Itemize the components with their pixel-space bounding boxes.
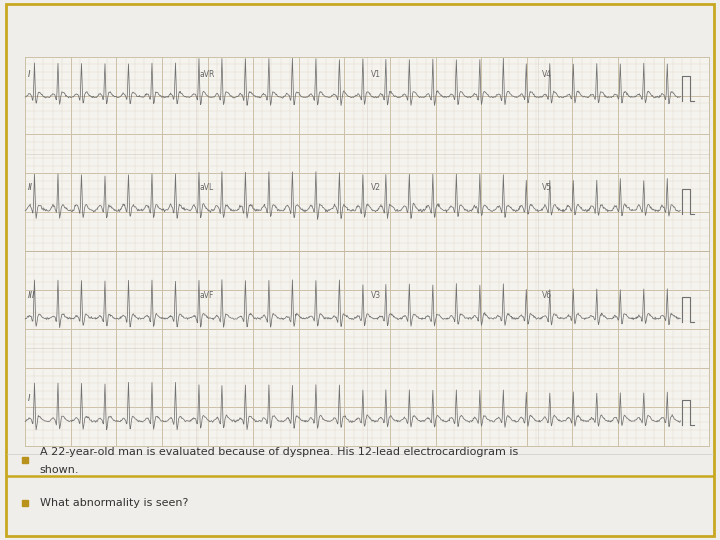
- Text: V2: V2: [371, 184, 381, 192]
- Text: shown.: shown.: [40, 465, 79, 476]
- Text: V3: V3: [371, 292, 381, 300]
- Text: aVL: aVL: [199, 184, 214, 192]
- Text: I: I: [27, 394, 30, 403]
- Text: aVF: aVF: [199, 292, 214, 300]
- Bar: [25, 57, 709, 446]
- Text: aVR: aVR: [199, 70, 215, 79]
- Text: A 22-year-old man is evaluated because of dyspnea. His 12-lead electrocardiogram: A 22-year-old man is evaluated because o…: [40, 447, 518, 457]
- Text: III: III: [27, 292, 35, 300]
- Text: V5: V5: [541, 184, 552, 192]
- Text: I: I: [27, 70, 30, 79]
- Text: II: II: [27, 184, 32, 192]
- Text: V4: V4: [541, 70, 552, 79]
- Text: V1: V1: [371, 70, 381, 79]
- Text: What abnormality is seen?: What abnormality is seen?: [40, 498, 188, 508]
- Text: V6: V6: [541, 292, 552, 300]
